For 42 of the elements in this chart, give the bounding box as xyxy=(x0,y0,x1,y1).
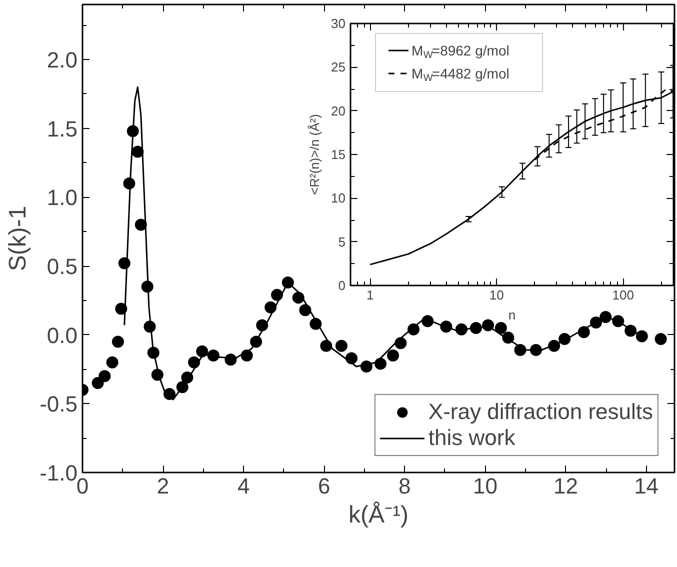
y-tick-label: 5 xyxy=(338,234,346,250)
point xyxy=(654,332,667,345)
y-tick-label: -1.0 xyxy=(40,460,78,486)
y-tick-label: 0.5 xyxy=(46,254,78,280)
x-tick-label: 4 xyxy=(237,474,250,498)
x-tick-label: 14 xyxy=(634,474,659,498)
x-tick-label: 6 xyxy=(318,474,330,498)
x-tick-label: 2 xyxy=(156,474,170,498)
y-tick-label: 1.0 xyxy=(46,185,78,210)
x-tick-label: 1 xyxy=(366,288,374,302)
point xyxy=(92,377,104,390)
point xyxy=(196,345,208,358)
y-tick-label: 25 xyxy=(331,60,346,75)
point xyxy=(494,322,507,334)
point xyxy=(106,356,118,368)
x-axis-title: k(Å⁻¹) xyxy=(348,502,408,528)
point xyxy=(335,340,348,352)
y-tick-label: 0.0 xyxy=(46,322,78,348)
x-tick-label: 10 xyxy=(472,474,498,498)
x-axis-title: n xyxy=(508,308,516,322)
x-tick-label: 8 xyxy=(398,474,411,498)
y-axis-title: S(k)-1 xyxy=(4,206,32,272)
x-tick-label: 12 xyxy=(554,474,578,498)
x-tick-label: 10 xyxy=(489,288,504,302)
y-tick-label: 1.5 xyxy=(46,116,78,142)
point xyxy=(112,336,124,348)
point xyxy=(98,370,111,382)
y-axis-title: <R²(n)>/n (Å²) xyxy=(307,114,322,195)
y-tick-label: 15 xyxy=(331,147,346,162)
point xyxy=(387,350,399,362)
y-tick-label: 10 xyxy=(331,190,346,206)
legend-label: X-ray diffraction results xyxy=(428,399,653,425)
y-tick-label: 2.0 xyxy=(46,48,78,73)
x-tick-label: 100 xyxy=(612,288,634,302)
point xyxy=(134,218,147,231)
legend-label: this work xyxy=(428,425,516,451)
y-tick-label: 0 xyxy=(338,278,346,293)
y-tick-label: -0.5 xyxy=(40,392,78,417)
point xyxy=(374,358,387,370)
y-tick-label: 30 xyxy=(331,16,346,31)
y-tick-label: 20 xyxy=(331,103,346,118)
point xyxy=(636,330,648,342)
